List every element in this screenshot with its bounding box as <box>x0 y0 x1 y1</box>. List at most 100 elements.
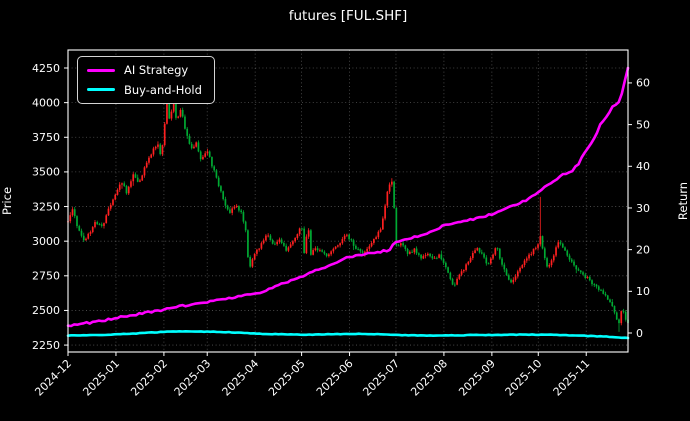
candle-body <box>368 246 371 249</box>
candle-body <box>503 264 506 270</box>
candle-body <box>256 249 258 254</box>
candle-body <box>357 248 359 250</box>
candle-body <box>314 248 317 251</box>
candle-body <box>186 128 189 136</box>
return-tick-label: 40 <box>636 160 650 173</box>
candle-body <box>415 248 418 254</box>
candle-body <box>494 248 497 255</box>
candle-body <box>179 109 182 117</box>
candle-body <box>483 253 485 258</box>
x-tick-label: 2024-12 <box>32 357 74 399</box>
candle-body <box>507 275 510 280</box>
candle-body <box>109 204 112 209</box>
candle-body <box>292 241 294 245</box>
candle-body <box>361 251 364 253</box>
candle-body <box>339 243 341 246</box>
candle-body <box>411 251 413 253</box>
candle-body <box>375 237 377 240</box>
candle-body <box>141 175 144 181</box>
candle-body <box>127 186 130 194</box>
candle-body <box>289 244 292 248</box>
candle-body <box>447 267 449 273</box>
x-tick-label: 2025-05 <box>266 357 308 399</box>
candle-body <box>235 205 238 208</box>
candle-body <box>271 240 274 244</box>
candle-body <box>359 248 362 252</box>
candle-body <box>325 253 328 257</box>
candle-body <box>402 243 404 246</box>
candle-body <box>449 272 452 279</box>
candle-body <box>76 216 78 227</box>
x-tick-label: 2025-02 <box>128 357 170 399</box>
candle-body <box>112 199 114 205</box>
candle-body <box>406 248 409 254</box>
candle-body <box>584 274 587 278</box>
candle-body <box>87 233 90 239</box>
candle-body <box>294 237 296 242</box>
candle-body <box>373 239 375 243</box>
candle-body <box>190 143 193 149</box>
candle-body <box>303 228 305 254</box>
candle-body <box>152 148 155 155</box>
candle-body <box>355 245 357 249</box>
chart-title: futures [FUL.SHF] <box>288 8 408 24</box>
price-tick-label: 3000 <box>32 235 60 248</box>
candle-body <box>121 183 123 185</box>
candle-body <box>94 222 96 228</box>
candle-body <box>188 135 191 144</box>
candle-body <box>444 262 447 268</box>
candle-body <box>276 241 279 245</box>
plot-border <box>67 49 629 353</box>
candle-body <box>348 234 350 240</box>
candle-body <box>521 265 524 268</box>
candle-body <box>150 154 153 158</box>
return-tick-label: 0 <box>636 327 643 340</box>
candle-body <box>391 181 393 185</box>
candle-body <box>226 205 229 210</box>
candle-body <box>253 253 256 260</box>
candle-body <box>552 255 555 261</box>
candle-body <box>604 293 607 296</box>
candle-body <box>485 257 488 264</box>
candle-body <box>199 151 202 160</box>
candle-body <box>420 254 422 259</box>
candle-body <box>618 319 620 324</box>
candle-body <box>213 166 216 171</box>
candle-body <box>143 167 146 176</box>
candle-body <box>613 306 616 313</box>
candle-body <box>96 222 99 225</box>
legend-entry-buy-and-hold: Buy-and-Hold <box>87 83 202 97</box>
price-tick-label: 4250 <box>32 62 60 75</box>
candle-body <box>566 250 569 256</box>
legend-label: AI Strategy <box>124 63 189 77</box>
candle-body <box>480 252 483 254</box>
candle-body <box>593 284 596 286</box>
candle-body <box>177 116 180 118</box>
candle-body <box>433 257 436 259</box>
candle-body <box>525 258 528 261</box>
candle-body <box>197 142 200 152</box>
candle-body <box>312 250 314 255</box>
price-tick-label: 3750 <box>32 131 60 144</box>
x-tick-label: 2025-11 <box>551 357 593 399</box>
candle-body <box>307 230 310 237</box>
candle-body <box>408 251 411 254</box>
candle-body <box>379 229 382 232</box>
candle-body <box>438 254 440 258</box>
candle-body <box>469 258 472 262</box>
candle-body <box>579 270 582 273</box>
candle-body <box>78 226 81 231</box>
candle-body <box>386 191 389 206</box>
candle-body <box>103 223 105 226</box>
candle-body <box>337 245 339 247</box>
candle-body <box>139 180 141 182</box>
candle-body <box>170 111 173 119</box>
candle-body <box>588 277 591 281</box>
candle-body <box>413 248 416 253</box>
candle-body <box>215 170 218 178</box>
series-line-buy-and-hold <box>66 329 630 340</box>
buy-and-hold-line-swatch <box>87 88 115 92</box>
candle-body <box>231 208 234 213</box>
candle-body <box>247 230 249 257</box>
candle-body <box>550 260 553 266</box>
